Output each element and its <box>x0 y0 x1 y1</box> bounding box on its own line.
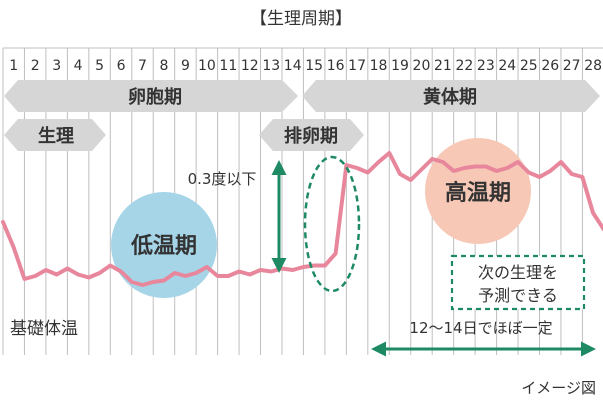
next-period-line2: 予測できる <box>478 286 558 305</box>
image-caption: イメージ図 <box>521 379 596 397</box>
luteal-phase-arrow: 黄体期 <box>302 80 600 112</box>
day-label: 2 <box>31 58 40 74</box>
day-label: 12 <box>241 58 259 74</box>
day-label: 26 <box>541 58 559 74</box>
day-label: 19 <box>391 58 409 74</box>
day-label: 3 <box>52 58 61 74</box>
day-label: 14 <box>284 58 302 74</box>
menstruation-arrow: 生理 <box>4 119 106 151</box>
day-label: 11 <box>219 58 237 74</box>
luteal-phase-label: 黄体期 <box>423 86 477 108</box>
follicular-phase-arrow: 卵胞期 <box>4 80 298 112</box>
day-label: 23 <box>477 58 495 74</box>
menstruation-label: 生理 <box>38 125 74 147</box>
day-label: 20 <box>413 58 431 74</box>
ovulation-label: 排卵期 <box>284 125 338 147</box>
temp-diff-label: 0.3度以下 <box>188 170 257 188</box>
ovulation-arrow: 排卵期 <box>259 119 364 151</box>
day-label: 8 <box>159 58 168 74</box>
next-period-box <box>450 254 586 311</box>
day-label: 7 <box>138 58 147 74</box>
low-temp-label: 低温期 <box>130 234 197 259</box>
day-label: 24 <box>498 58 516 74</box>
day-label: 9 <box>181 58 190 74</box>
day-label: 5 <box>95 58 104 74</box>
day-label: 1 <box>9 58 18 74</box>
day-label: 16 <box>327 58 345 74</box>
next-period-line1: 次の生理を <box>478 263 558 282</box>
day-label: 28 <box>584 58 602 74</box>
day-label: 27 <box>563 58 581 74</box>
day-label: 18 <box>370 58 388 74</box>
day-label: 21 <box>434 58 452 74</box>
low-temp-circle <box>111 192 217 298</box>
basal-body-temperature-line <box>1 151 603 287</box>
duration-label: 12～14日でほぼ一定 <box>409 319 552 337</box>
high-temp-label: 高温期 <box>445 180 511 206</box>
day-label: 25 <box>520 58 538 74</box>
day-label: 10 <box>198 58 216 74</box>
day-labels: 1 2 3 4 5 6 7 8 9 10 11 12 13 14 15 16 17 18 19 20 21 22 23 24 2… <box>9 58 602 74</box>
follicular-phase-label: 卵胞期 <box>128 86 182 108</box>
day-label: 13 <box>262 58 280 74</box>
day-label: 17 <box>348 58 366 74</box>
high-temp-circle <box>425 138 531 244</box>
ovulation-highlight-ellipse <box>303 155 361 293</box>
day-label: 6 <box>117 58 126 74</box>
diagram-title: 【生理周期】 <box>250 9 352 29</box>
day-label: 15 <box>305 58 323 74</box>
day-label: 22 <box>455 58 473 74</box>
day-label: 4 <box>74 58 83 74</box>
bbt-label: 基礎体温 <box>10 319 78 339</box>
